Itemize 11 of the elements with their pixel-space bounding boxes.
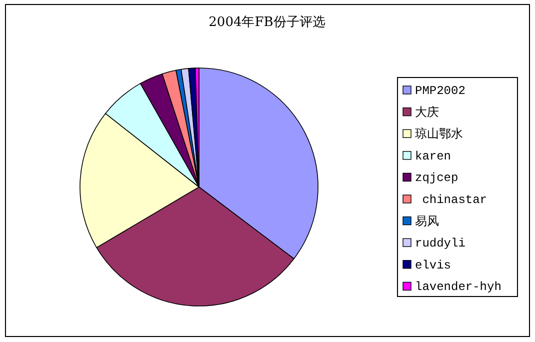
legend-label: chinastar	[415, 193, 488, 207]
legend-label: lavender-hyh	[415, 280, 502, 294]
legend-label: 易风	[415, 214, 439, 229]
legend-label: elvis	[415, 258, 452, 272]
legend-label: 琼山鄂水	[415, 126, 463, 142]
legend-label: PMP2002	[415, 84, 466, 98]
legend-label: ruddyli	[415, 236, 466, 251]
legend-label: zqjcep	[415, 171, 458, 186]
chart-title: 2004年FB份子评选	[208, 15, 326, 30]
legend-label: 大庆	[415, 104, 439, 120]
legend-label: karen	[415, 149, 452, 164]
